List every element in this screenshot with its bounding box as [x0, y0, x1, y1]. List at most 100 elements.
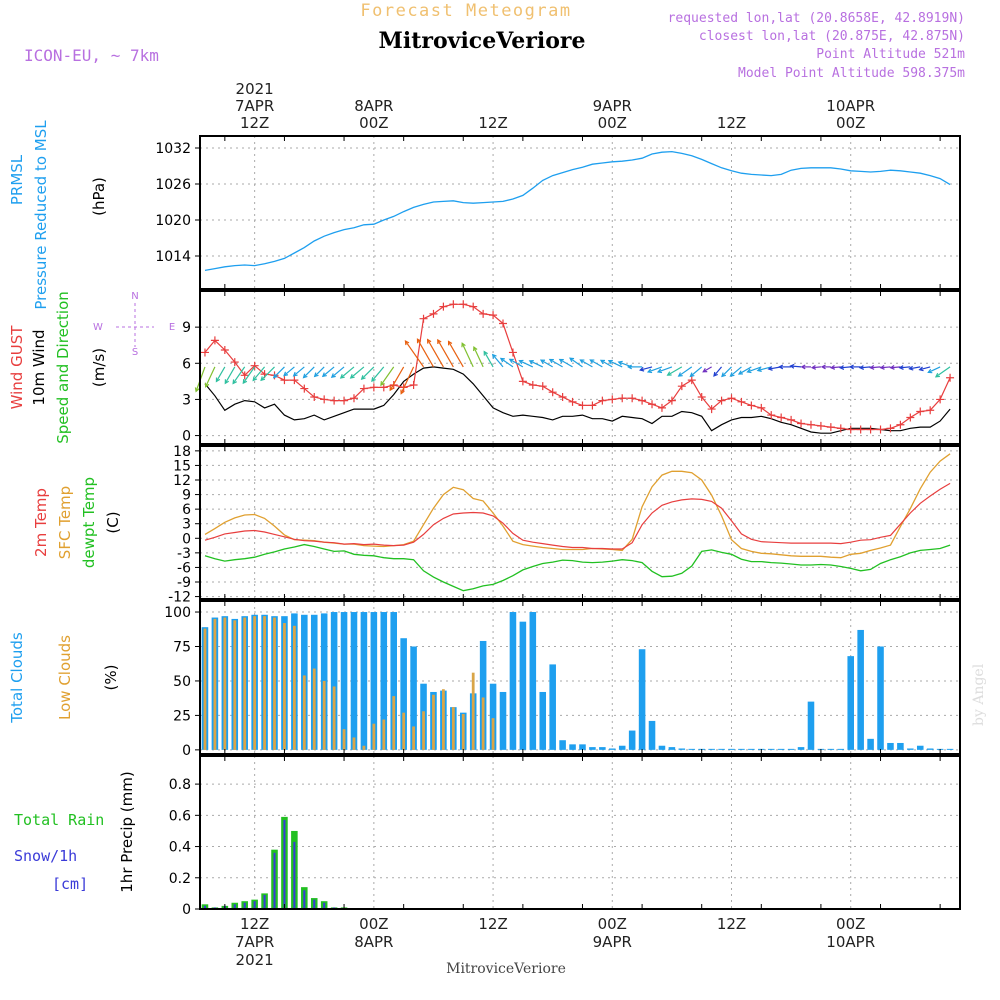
gust-marker	[737, 397, 746, 406]
cloud-total-bar	[787, 748, 795, 750]
cloud-total-bar	[618, 745, 626, 750]
wind-gust-label: Wind GUST	[8, 325, 26, 410]
cloud-total-bar	[589, 747, 596, 750]
cloud-total-bar	[897, 742, 904, 750]
gust-marker	[777, 413, 786, 422]
cloud-low-bar	[203, 628, 207, 750]
wind-arrow	[738, 366, 752, 375]
gust-marker	[429, 309, 438, 318]
temp-dewpt-label: dewpt Temp	[80, 477, 98, 568]
gust-marker	[876, 425, 885, 434]
gust-marker	[717, 396, 726, 405]
wind-arrow-head	[242, 379, 248, 385]
wind-arrow	[448, 341, 464, 368]
time-label-bottom: 00Z	[836, 915, 865, 933]
product-title: Forecast Meteogram	[360, 1, 571, 21]
wind-arrow	[350, 366, 365, 379]
wind-arrow	[322, 366, 335, 377]
gust-marker	[310, 393, 319, 402]
snow-bar	[253, 901, 256, 909]
gust-marker	[846, 425, 855, 434]
gust-marker	[250, 361, 259, 370]
wind-arrow-head	[908, 365, 914, 371]
wind-arrow-head	[858, 365, 865, 370]
wind-arrow	[389, 366, 405, 391]
gust-marker	[439, 302, 448, 311]
axes: 10141020102610320369-12-9-6-303691215180…	[155, 80, 941, 969]
wind-arrow	[721, 366, 732, 377]
wind-arrow-head	[656, 368, 663, 374]
gust-marker	[588, 401, 597, 410]
cloud-total-bar	[529, 612, 537, 750]
gust-marker	[240, 371, 249, 380]
wind-arrow-head	[283, 371, 289, 377]
cloud-low-bar	[342, 729, 346, 750]
wind-arrow	[404, 340, 425, 368]
snow-bar	[243, 902, 246, 909]
wind-arrow	[252, 366, 266, 381]
compass-s: S	[132, 347, 138, 358]
temp-2m-line	[204, 482, 951, 550]
wind-arrow	[919, 366, 931, 371]
snow-bar	[273, 852, 276, 909]
clouds-total-label: Total Clouds	[8, 632, 26, 724]
gust-marker	[459, 300, 468, 309]
wind-arrow-head	[848, 364, 854, 370]
wind-arrow	[331, 366, 345, 378]
cloud-total-bar	[479, 640, 487, 750]
wind-arrow-head	[404, 340, 410, 346]
wind-arrow	[416, 338, 434, 368]
plots	[194, 150, 955, 909]
wind-arrow-head	[313, 372, 319, 378]
cloud-total-bar	[867, 738, 874, 750]
wind-arrow-head	[389, 386, 394, 392]
y-tick-label: 0.8	[169, 777, 191, 793]
compass-w: W	[93, 322, 103, 333]
wind-arrow-head	[927, 368, 933, 374]
wind-arrow-head	[360, 375, 366, 380]
wind-arrow-head	[427, 338, 432, 344]
y-tick-label: -6	[177, 560, 191, 576]
snow-bar	[203, 905, 206, 909]
wind-10m-line	[204, 366, 951, 434]
cloud-low-bar	[451, 707, 455, 750]
wind-arrow-head	[569, 357, 575, 363]
cloud-total-bar	[748, 748, 755, 750]
y-tick-label: 1020	[155, 213, 191, 229]
cloud-total-bar	[767, 748, 775, 750]
gust-marker	[598, 396, 607, 405]
cloud-total-bar	[599, 747, 606, 750]
wind-arrow	[492, 354, 504, 368]
y-tick-label: 0	[182, 429, 191, 445]
gust-marker	[340, 396, 349, 405]
wind-10m-label: 10m Wind	[30, 329, 48, 405]
gust-marker	[419, 314, 428, 323]
gust-marker	[409, 380, 418, 389]
wind-arrow	[500, 357, 514, 368]
temp-dewpt-line	[204, 543, 951, 592]
cloud-low-bar	[233, 620, 237, 750]
cloud-low-bar	[402, 712, 406, 750]
grid	[200, 136, 960, 910]
snow-unit-label: [cm]	[52, 875, 88, 893]
y-tick-label: 1026	[155, 177, 191, 193]
time-label-top: 12Z	[240, 114, 269, 132]
cloud-total-bar	[489, 683, 497, 750]
y-tick-label: 0	[182, 902, 191, 918]
wind-arrow-head	[380, 381, 385, 387]
wind-arrow-head	[869, 365, 875, 370]
gust-marker	[489, 311, 498, 320]
time-label-top: 8APR	[354, 97, 393, 115]
cloud-total-bar	[708, 748, 715, 750]
gust-marker	[558, 393, 567, 402]
wind-arrow	[283, 366, 295, 377]
y-tick-label: 3	[182, 517, 191, 533]
wind-arrow-head	[204, 382, 210, 388]
gust-marker	[936, 395, 945, 404]
wind-arrow	[870, 366, 881, 369]
cloud-low-bar	[471, 672, 475, 750]
wind-arrow	[730, 366, 742, 377]
cloud-total-bar	[777, 748, 785, 750]
wind-arrow-head	[702, 368, 708, 373]
